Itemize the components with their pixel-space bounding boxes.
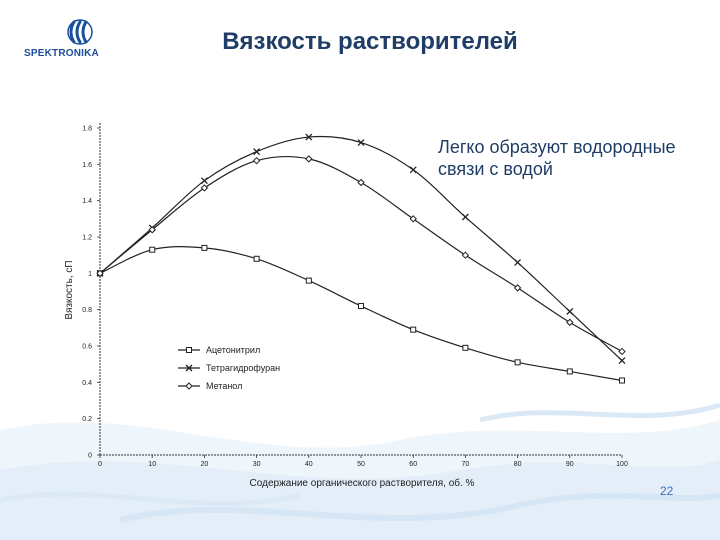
slide-title: Вязкость растворителей bbox=[222, 28, 518, 55]
chart-ticks: 0 10 20 30 40 50 60 70 80 90 100 0 0.2 0.4 0.6 0.8 1 1.2 1… bbox=[82, 126, 628, 469]
x-tick-label: 90 bbox=[566, 461, 574, 468]
legend-marker-diamond bbox=[185, 382, 193, 390]
company-logo: SPEKTRONIKA bbox=[24, 18, 124, 72]
y-tick-label: 0.2 bbox=[82, 416, 92, 423]
legend-label: Метанол bbox=[206, 381, 242, 391]
x-tick-label: 60 bbox=[409, 461, 417, 468]
logo-text: SPEKTRONIKA bbox=[24, 48, 99, 59]
data-point-square bbox=[514, 359, 521, 366]
series-line-square bbox=[99, 246, 623, 382]
x-tick-label: 30 bbox=[253, 461, 261, 468]
data-point-diamond bbox=[96, 269, 104, 278]
y-tick-label: 1.2 bbox=[82, 235, 92, 242]
data-point-square bbox=[410, 326, 417, 333]
data-point-square bbox=[305, 277, 312, 284]
data-point-cross bbox=[461, 213, 469, 221]
data-point-square bbox=[566, 368, 573, 375]
x-tick-label: 70 bbox=[462, 461, 470, 468]
x-tick-label: 20 bbox=[201, 461, 209, 468]
data-point-diamond bbox=[148, 226, 156, 234]
x-axis-label: Содержание органического растворителя, о… bbox=[250, 477, 475, 489]
x-tick-label: 100 bbox=[616, 461, 628, 468]
logo-emblem-icon bbox=[67, 19, 93, 45]
chart-legend: Ацетонитрил Тетрагидрофуран Метанол bbox=[178, 345, 280, 391]
data-point-cross bbox=[200, 177, 208, 185]
data-point-cross bbox=[514, 258, 522, 266]
legend-label: Тетрагидрофуран bbox=[206, 363, 280, 373]
x-tick-label: 80 bbox=[514, 461, 522, 468]
data-point-diamond bbox=[618, 347, 626, 356]
x-tick-label: 40 bbox=[305, 461, 313, 468]
y-tick-label: 1.6 bbox=[82, 162, 92, 169]
legend-marker-square bbox=[186, 347, 192, 353]
x-tick-label: 0 bbox=[98, 461, 102, 468]
annotation-note: Легко образуют водородные связи с водой bbox=[438, 137, 676, 179]
y-tick-label: 0.6 bbox=[82, 344, 92, 351]
y-tick-label: 0.8 bbox=[82, 307, 92, 314]
data-point-diamond bbox=[200, 184, 209, 192]
legend-marker-cross bbox=[185, 364, 193, 372]
data-point-diamond bbox=[409, 215, 417, 223]
y-tick-label: 0 bbox=[88, 453, 92, 460]
data-point-square bbox=[149, 246, 156, 253]
data-point-diamond bbox=[566, 318, 574, 327]
y-tick-label: 1 bbox=[88, 271, 92, 278]
data-point-cross bbox=[253, 148, 261, 156]
x-tick-label: 10 bbox=[148, 461, 156, 468]
data-point-cross bbox=[357, 139, 365, 146]
y-tick-label: 1.4 bbox=[82, 198, 92, 205]
data-point-cross bbox=[618, 357, 626, 364]
data-point-diamond bbox=[461, 251, 470, 259]
x-tick-label: 50 bbox=[357, 461, 365, 468]
data-point-cross bbox=[409, 166, 417, 174]
data-point-square bbox=[253, 255, 260, 262]
data-point-diamond bbox=[252, 156, 261, 165]
y-tick-label: 1.8 bbox=[82, 126, 92, 133]
data-point-square bbox=[462, 344, 469, 351]
page-number: 22 bbox=[660, 484, 674, 498]
data-point-diamond bbox=[305, 155, 313, 163]
data-point-square bbox=[201, 244, 208, 251]
data-point-cross bbox=[566, 308, 574, 315]
data-point-square bbox=[619, 377, 625, 384]
data-point-diamond bbox=[357, 178, 365, 187]
data-point-cross bbox=[305, 133, 313, 141]
chart-series bbox=[96, 133, 626, 384]
y-tick-label: 0.4 bbox=[82, 380, 92, 387]
data-point-square bbox=[358, 303, 364, 310]
legend-label: Ацетонитрил bbox=[206, 345, 260, 355]
y-axis-label: Вязкость, сП bbox=[64, 260, 75, 319]
data-point-diamond bbox=[513, 284, 522, 292]
